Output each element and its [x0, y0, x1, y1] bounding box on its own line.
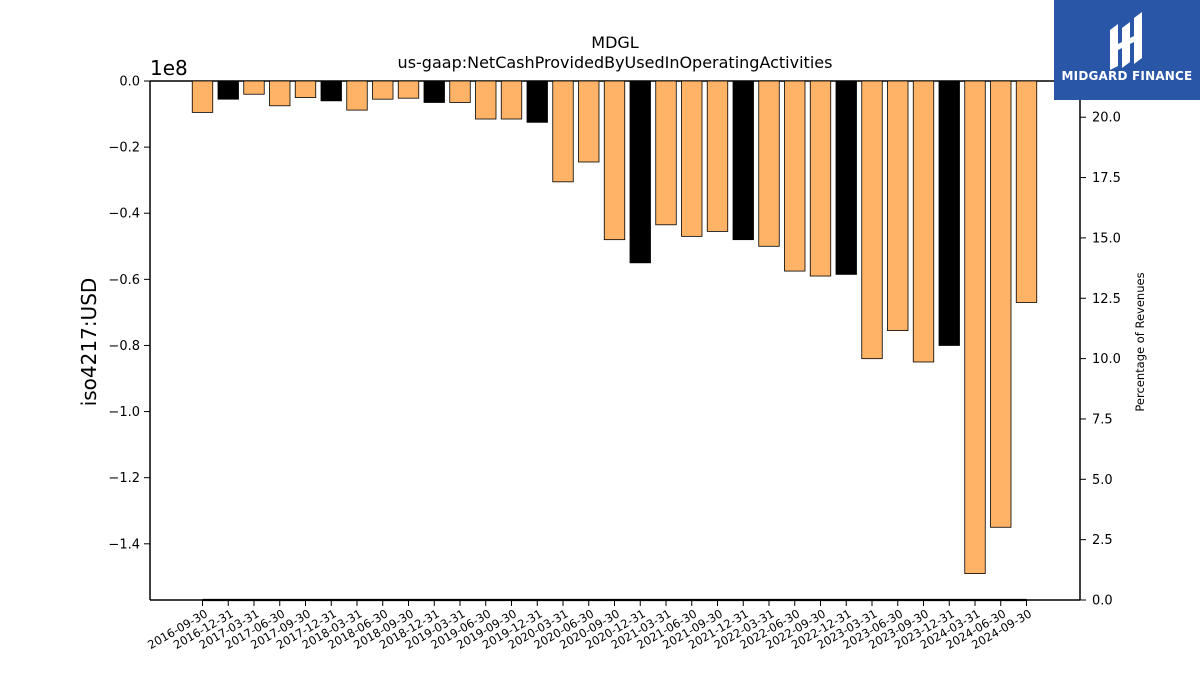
x-axis-ticks: 2016-09-302016-12-312017-03-312017-06-30… — [145, 600, 1034, 652]
bar-2017-09-30 — [294, 80, 317, 98]
y2-tick-label: 0.0 — [1092, 594, 1113, 609]
bar-2017-03-31 — [243, 80, 265, 95]
y2-tick-label: 17.5 — [1092, 171, 1121, 186]
bar-2019-06-30 — [475, 80, 497, 120]
bar-2022-09-30 — [809, 80, 832, 277]
y2-tick-label: 2.5 — [1092, 533, 1113, 548]
y-tick-label: −1.0 — [108, 405, 140, 420]
y-tick-label: −0.2 — [108, 141, 140, 156]
bar-2019-03-31 — [449, 80, 471, 103]
bar-2017-12-31 — [320, 80, 342, 102]
bar-2018-03-31 — [346, 80, 368, 111]
bar-2016-12-31 — [217, 80, 239, 100]
bar-2022-06-30 — [784, 80, 806, 272]
bar-2018-12-31 — [423, 80, 445, 103]
midgard-finance-logo: MIDGARD FINANCE — [1054, 0, 1200, 100]
y-axis-label: iso4217:USD — [77, 278, 101, 407]
bar-2019-12-31 — [526, 80, 548, 123]
bar-2023-06-30 — [887, 80, 909, 331]
y-tick-label: −1.2 — [108, 471, 140, 486]
y2-tick-label: 12.5 — [1092, 292, 1121, 307]
y2-tick-label: 15.0 — [1092, 231, 1121, 246]
bar-2016-09-30 — [191, 80, 214, 113]
bar-2017-06-30 — [269, 80, 291, 107]
bar-2023-12-31 — [938, 80, 960, 346]
y-tick-label: −0.8 — [108, 339, 140, 354]
y2-tick-label: 5.0 — [1092, 473, 1113, 488]
y-tick-label: −1.4 — [108, 537, 140, 552]
bars-group — [191, 80, 1038, 574]
bar-2023-03-31 — [861, 80, 883, 360]
bar-2020-03-31 — [552, 80, 574, 183]
bar-2023-09-30 — [912, 80, 935, 363]
bar-2019-09-30 — [500, 80, 523, 120]
bar-2021-12-31 — [732, 80, 754, 241]
bar-2021-09-30 — [706, 80, 729, 232]
bar-2022-12-31 — [835, 80, 857, 275]
y2-axis-ticks: 0.0 2.5 5.0 7.5 10.0 12.5 15.0 17.5 20.0 — [1080, 111, 1121, 609]
y2-axis-label: Percentage of Revenues — [1133, 272, 1147, 411]
bar-2020-12-31 — [629, 80, 651, 264]
bar-2018-06-30 — [372, 80, 394, 100]
bar-2024-03-31 — [964, 80, 986, 574]
chart-subtitle: us-gaap:NetCashProvidedByUsedInOperating… — [398, 53, 833, 72]
chart-title: MDGL — [591, 33, 639, 52]
bar-2020-09-30 — [603, 80, 626, 241]
y-offset-label: 1e8 — [150, 56, 188, 80]
bar-2024-09-30 — [1015, 80, 1038, 303]
midgard-logo-icon — [1110, 12, 1142, 70]
y2-tick-label: 10.0 — [1092, 352, 1121, 367]
bar-2021-06-30 — [681, 80, 703, 237]
bar-2022-03-31 — [758, 80, 780, 247]
bar-2021-03-31 — [655, 80, 677, 226]
y-tick-label: −0.6 — [108, 273, 140, 288]
y2-tick-label: 20.0 — [1092, 111, 1121, 126]
bar-2018-09-30 — [397, 80, 420, 99]
y2-tick-label: 7.5 — [1092, 412, 1113, 427]
y-axis-ticks: 0.0 −0.2 −0.4 −0.6 −0.8 −1.0 −1.2 −1.4 — [108, 75, 150, 552]
logo-text: MIDGARD FINANCE — [1061, 69, 1193, 83]
y-tick-label: −0.4 — [108, 207, 140, 222]
bar-2020-06-30 — [578, 80, 600, 163]
bar-2024-06-30 — [990, 80, 1012, 528]
y-tick-label: 0.0 — [119, 75, 140, 90]
